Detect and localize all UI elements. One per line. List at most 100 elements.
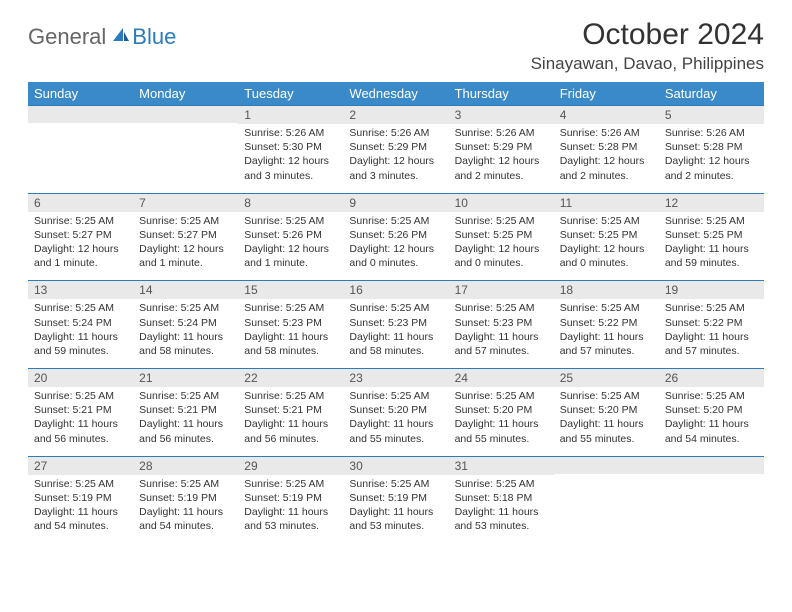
sunrise-text: Sunrise: 5:25 AM	[244, 389, 337, 403]
calendar-cell: 26Sunrise: 5:25 AMSunset: 5:20 PMDayligh…	[659, 368, 764, 456]
sunrise-text: Sunrise: 5:25 AM	[560, 214, 653, 228]
sunset-text: Sunset: 5:30 PM	[244, 140, 337, 154]
calendar-cell: 23Sunrise: 5:25 AMSunset: 5:20 PMDayligh…	[343, 368, 448, 456]
calendar-cell	[28, 105, 133, 193]
calendar-cell	[659, 456, 764, 544]
calendar-cell: 1Sunrise: 5:26 AMSunset: 5:30 PMDaylight…	[238, 105, 343, 193]
day-number: 3	[449, 105, 554, 124]
sunset-text: Sunset: 5:20 PM	[560, 403, 653, 417]
sunrise-text: Sunrise: 5:25 AM	[244, 301, 337, 315]
day-number: 27	[28, 456, 133, 475]
dayhead-saturday: Saturday	[659, 82, 764, 105]
calendar-cell: 4 Sunrise: 5:26 AMSunset: 5:28 PMDaylight…	[554, 105, 659, 193]
dayhead-wednesday: Wednesday	[343, 82, 448, 105]
sunrise-text: Sunrise: 5:26 AM	[244, 126, 337, 140]
dayhead-monday: Monday	[133, 82, 238, 105]
sunset-text: Sunset: 5:28 PM	[560, 140, 653, 154]
day-number: 1	[238, 105, 343, 124]
dayhead-sunday: Sunday	[28, 82, 133, 105]
day-number: 30	[343, 456, 448, 475]
day-number: 15	[238, 280, 343, 299]
daylight-text: Daylight: 12 hours and 2 minutes.	[665, 154, 758, 182]
calendar-cell: 3Sunrise: 5:26 AMSunset: 5:29 PMDaylight…	[449, 105, 554, 193]
sunset-text: Sunset: 5:18 PM	[455, 491, 548, 505]
daylight-text: Daylight: 11 hours and 53 minutes.	[349, 505, 442, 533]
day-number: 24	[449, 368, 554, 387]
day-content: Sunrise: 5:26 AMSunset: 5:29 PMDaylight:…	[449, 124, 554, 193]
sunset-text: Sunset: 5:28 PM	[665, 140, 758, 154]
calendar-cell: 21Sunrise: 5:25 AMSunset: 5:21 PMDayligh…	[133, 368, 238, 456]
sunrise-text: Sunrise: 5:26 AM	[455, 126, 548, 140]
brand-part2: Blue	[132, 24, 176, 50]
daylight-text: Daylight: 12 hours and 0 minutes.	[349, 242, 442, 270]
daylight-text: Daylight: 11 hours and 55 minutes.	[455, 417, 548, 445]
daylight-text: Daylight: 11 hours and 57 minutes.	[455, 330, 548, 358]
day-number: 26	[659, 368, 764, 387]
day-content: Sunrise: 5:25 AMSunset: 5:25 PMDaylight:…	[449, 212, 554, 281]
sunrise-text: Sunrise: 5:25 AM	[665, 389, 758, 403]
sunset-text: Sunset: 5:25 PM	[560, 228, 653, 242]
dayhead-thursday: Thursday	[449, 82, 554, 105]
day-number	[133, 105, 238, 123]
day-content: Sunrise: 5:26 AMSunset: 5:30 PMDaylight:…	[238, 124, 343, 193]
calendar-week-row: 27Sunrise: 5:25 AMSunset: 5:19 PMDayligh…	[28, 456, 764, 544]
brand-part1: General	[28, 24, 106, 50]
sunset-text: Sunset: 5:24 PM	[139, 316, 232, 330]
sunset-text: Sunset: 5:27 PM	[34, 228, 127, 242]
calendar-body: 1Sunrise: 5:26 AMSunset: 5:30 PMDaylight…	[28, 105, 764, 543]
day-number: 22	[238, 368, 343, 387]
sunrise-text: Sunrise: 5:25 AM	[139, 477, 232, 491]
title-block: October 2024 Sinayawan, Davao, Philippin…	[531, 18, 764, 74]
sunrise-text: Sunrise: 5:25 AM	[455, 389, 548, 403]
day-number: 28	[133, 456, 238, 475]
daylight-text: Daylight: 11 hours and 58 minutes.	[244, 330, 337, 358]
day-content: Sunrise: 5:25 AMSunset: 5:25 PMDaylight:…	[554, 212, 659, 281]
day-number: 2	[343, 105, 448, 124]
daylight-text: Daylight: 11 hours and 57 minutes.	[665, 330, 758, 358]
day-content: Sunrise: 5:25 AMSunset: 5:26 PMDaylight:…	[343, 212, 448, 281]
sunset-text: Sunset: 5:22 PM	[560, 316, 653, 330]
day-number	[554, 456, 659, 474]
sunrise-text: Sunrise: 5:26 AM	[560, 126, 653, 140]
day-content: Sunrise: 5:25 AMSunset: 5:20 PMDaylight:…	[554, 387, 659, 456]
day-content: Sunrise: 5:25 AMSunset: 5:25 PMDaylight:…	[659, 212, 764, 281]
calendar-header-row: Sunday Monday Tuesday Wednesday Thursday…	[28, 82, 764, 105]
day-content: Sunrise: 5:25 AMSunset: 5:23 PMDaylight:…	[238, 299, 343, 368]
sunrise-text: Sunrise: 5:25 AM	[349, 301, 442, 315]
day-content: Sunrise: 5:25 AMSunset: 5:19 PMDaylight:…	[238, 475, 343, 544]
sunrise-text: Sunrise: 5:25 AM	[34, 389, 127, 403]
calendar-week-row: 1Sunrise: 5:26 AMSunset: 5:30 PMDaylight…	[28, 105, 764, 193]
calendar-cell: 29Sunrise: 5:25 AMSunset: 5:19 PMDayligh…	[238, 456, 343, 544]
day-number: 4	[554, 105, 659, 124]
calendar-cell: 27Sunrise: 5:25 AMSunset: 5:19 PMDayligh…	[28, 456, 133, 544]
sunrise-text: Sunrise: 5:25 AM	[34, 214, 127, 228]
calendar-cell: 13Sunrise: 5:25 AMSunset: 5:24 PMDayligh…	[28, 280, 133, 368]
sunrise-text: Sunrise: 5:25 AM	[139, 389, 232, 403]
sunset-text: Sunset: 5:23 PM	[244, 316, 337, 330]
sunset-text: Sunset: 5:26 PM	[349, 228, 442, 242]
daylight-text: Daylight: 11 hours and 57 minutes.	[560, 330, 653, 358]
day-number: 23	[343, 368, 448, 387]
calendar-cell: 14Sunrise: 5:25 AMSunset: 5:24 PMDayligh…	[133, 280, 238, 368]
calendar-cell: 20Sunrise: 5:25 AMSunset: 5:21 PMDayligh…	[28, 368, 133, 456]
calendar-cell: 19Sunrise: 5:25 AMSunset: 5:22 PMDayligh…	[659, 280, 764, 368]
sunrise-text: Sunrise: 5:25 AM	[349, 477, 442, 491]
daylight-text: Daylight: 11 hours and 55 minutes.	[560, 417, 653, 445]
day-number: 7	[133, 193, 238, 212]
calendar-cell	[133, 105, 238, 193]
sunset-text: Sunset: 5:19 PM	[244, 491, 337, 505]
day-content: Sunrise: 5:25 AMSunset: 5:20 PMDaylight:…	[343, 387, 448, 456]
day-content: Sunrise: 5:26 AMSunset: 5:28 PMDaylight:…	[659, 124, 764, 193]
day-content: Sunrise: 5:25 AMSunset: 5:21 PMDaylight:…	[133, 387, 238, 456]
sunrise-text: Sunrise: 5:25 AM	[244, 214, 337, 228]
day-content: Sunrise: 5:25 AMSunset: 5:26 PMDaylight:…	[238, 212, 343, 281]
daylight-text: Daylight: 11 hours and 55 minutes.	[349, 417, 442, 445]
calendar-cell	[554, 456, 659, 544]
daylight-text: Daylight: 12 hours and 2 minutes.	[560, 154, 653, 182]
calendar-cell: 2Sunrise: 5:26 AMSunset: 5:29 PMDaylight…	[343, 105, 448, 193]
daylight-text: Daylight: 12 hours and 0 minutes.	[455, 242, 548, 270]
day-number: 11	[554, 193, 659, 212]
day-number: 25	[554, 368, 659, 387]
day-number: 31	[449, 456, 554, 475]
day-number: 14	[133, 280, 238, 299]
